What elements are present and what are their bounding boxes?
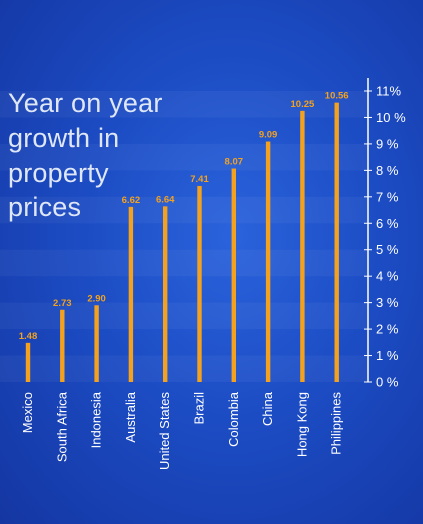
category-label: United States: [157, 392, 172, 471]
value-label: 6.64: [156, 194, 175, 205]
category-label: Indonesia: [89, 391, 104, 448]
bar: [300, 110, 305, 382]
y-tick-label: 7 %: [376, 189, 399, 204]
y-tick-label: 3 %: [376, 295, 399, 310]
y-tick-label: 5 %: [376, 242, 399, 257]
value-label: 10.25: [291, 99, 315, 110]
y-tick-label: 4 %: [376, 269, 399, 284]
y-tick-label: 1 %: [376, 348, 399, 363]
value-label: 9.09: [259, 130, 278, 141]
value-label: 8.07: [225, 157, 244, 168]
category-label: Hong Kong: [294, 392, 309, 457]
background-bands: [0, 91, 368, 382]
value-label: 2.90: [87, 293, 106, 304]
category-label: Brazil: [192, 392, 207, 425]
value-label: 1.48: [19, 331, 38, 342]
background-band: [0, 355, 368, 382]
value-labels: 1.48 2.73 2.90 6.62 6.64 7.41 8.07 9.09 10.25 10.…: [19, 91, 349, 342]
y-tick-label: 2 %: [376, 322, 399, 337]
category-labels: Mexico South Africa Indonesia Australia Unit…: [20, 391, 344, 470]
category-label: Colombia: [226, 391, 241, 447]
y-tick-label: 11%: [376, 84, 401, 99]
y-tick-label: 6 %: [376, 216, 399, 231]
chart-title: Year on year growth in property prices: [8, 88, 163, 223]
bar: [25, 342, 31, 382]
category-label: Australia: [123, 391, 138, 442]
bar: [60, 309, 65, 382]
bar: [265, 141, 271, 382]
bar: [163, 206, 168, 382]
category-label: Philippines: [329, 392, 344, 455]
y-axis-ticks: 0 % 1 % 2 % 3 % 4 % 5 % 6 % 7 % 8 % 9 % 10 % 11%: [364, 84, 406, 390]
y-tick-label: 10 %: [376, 110, 406, 125]
bar: [197, 185, 202, 382]
bar: [231, 168, 236, 382]
background-band: [0, 143, 368, 171]
y-tick-label: 9 %: [376, 136, 399, 151]
value-label: 6.62: [122, 195, 141, 206]
background-band: [0, 196, 368, 224]
value-label: 7.41: [190, 174, 209, 185]
y-tick-label: 8 %: [376, 163, 399, 178]
background-band: [0, 91, 368, 118]
value-label: 2.73: [53, 298, 72, 309]
background-band: [0, 249, 368, 277]
value-label: 10.56: [325, 91, 349, 102]
category-label: China: [260, 391, 275, 426]
category-label: South Africa: [54, 391, 69, 462]
bar: [94, 305, 99, 382]
y-tick-label: 0 %: [376, 375, 399, 390]
bar: [128, 206, 134, 382]
bar: [334, 102, 339, 382]
bars: [25, 102, 339, 382]
category-label: Mexico: [20, 392, 35, 433]
